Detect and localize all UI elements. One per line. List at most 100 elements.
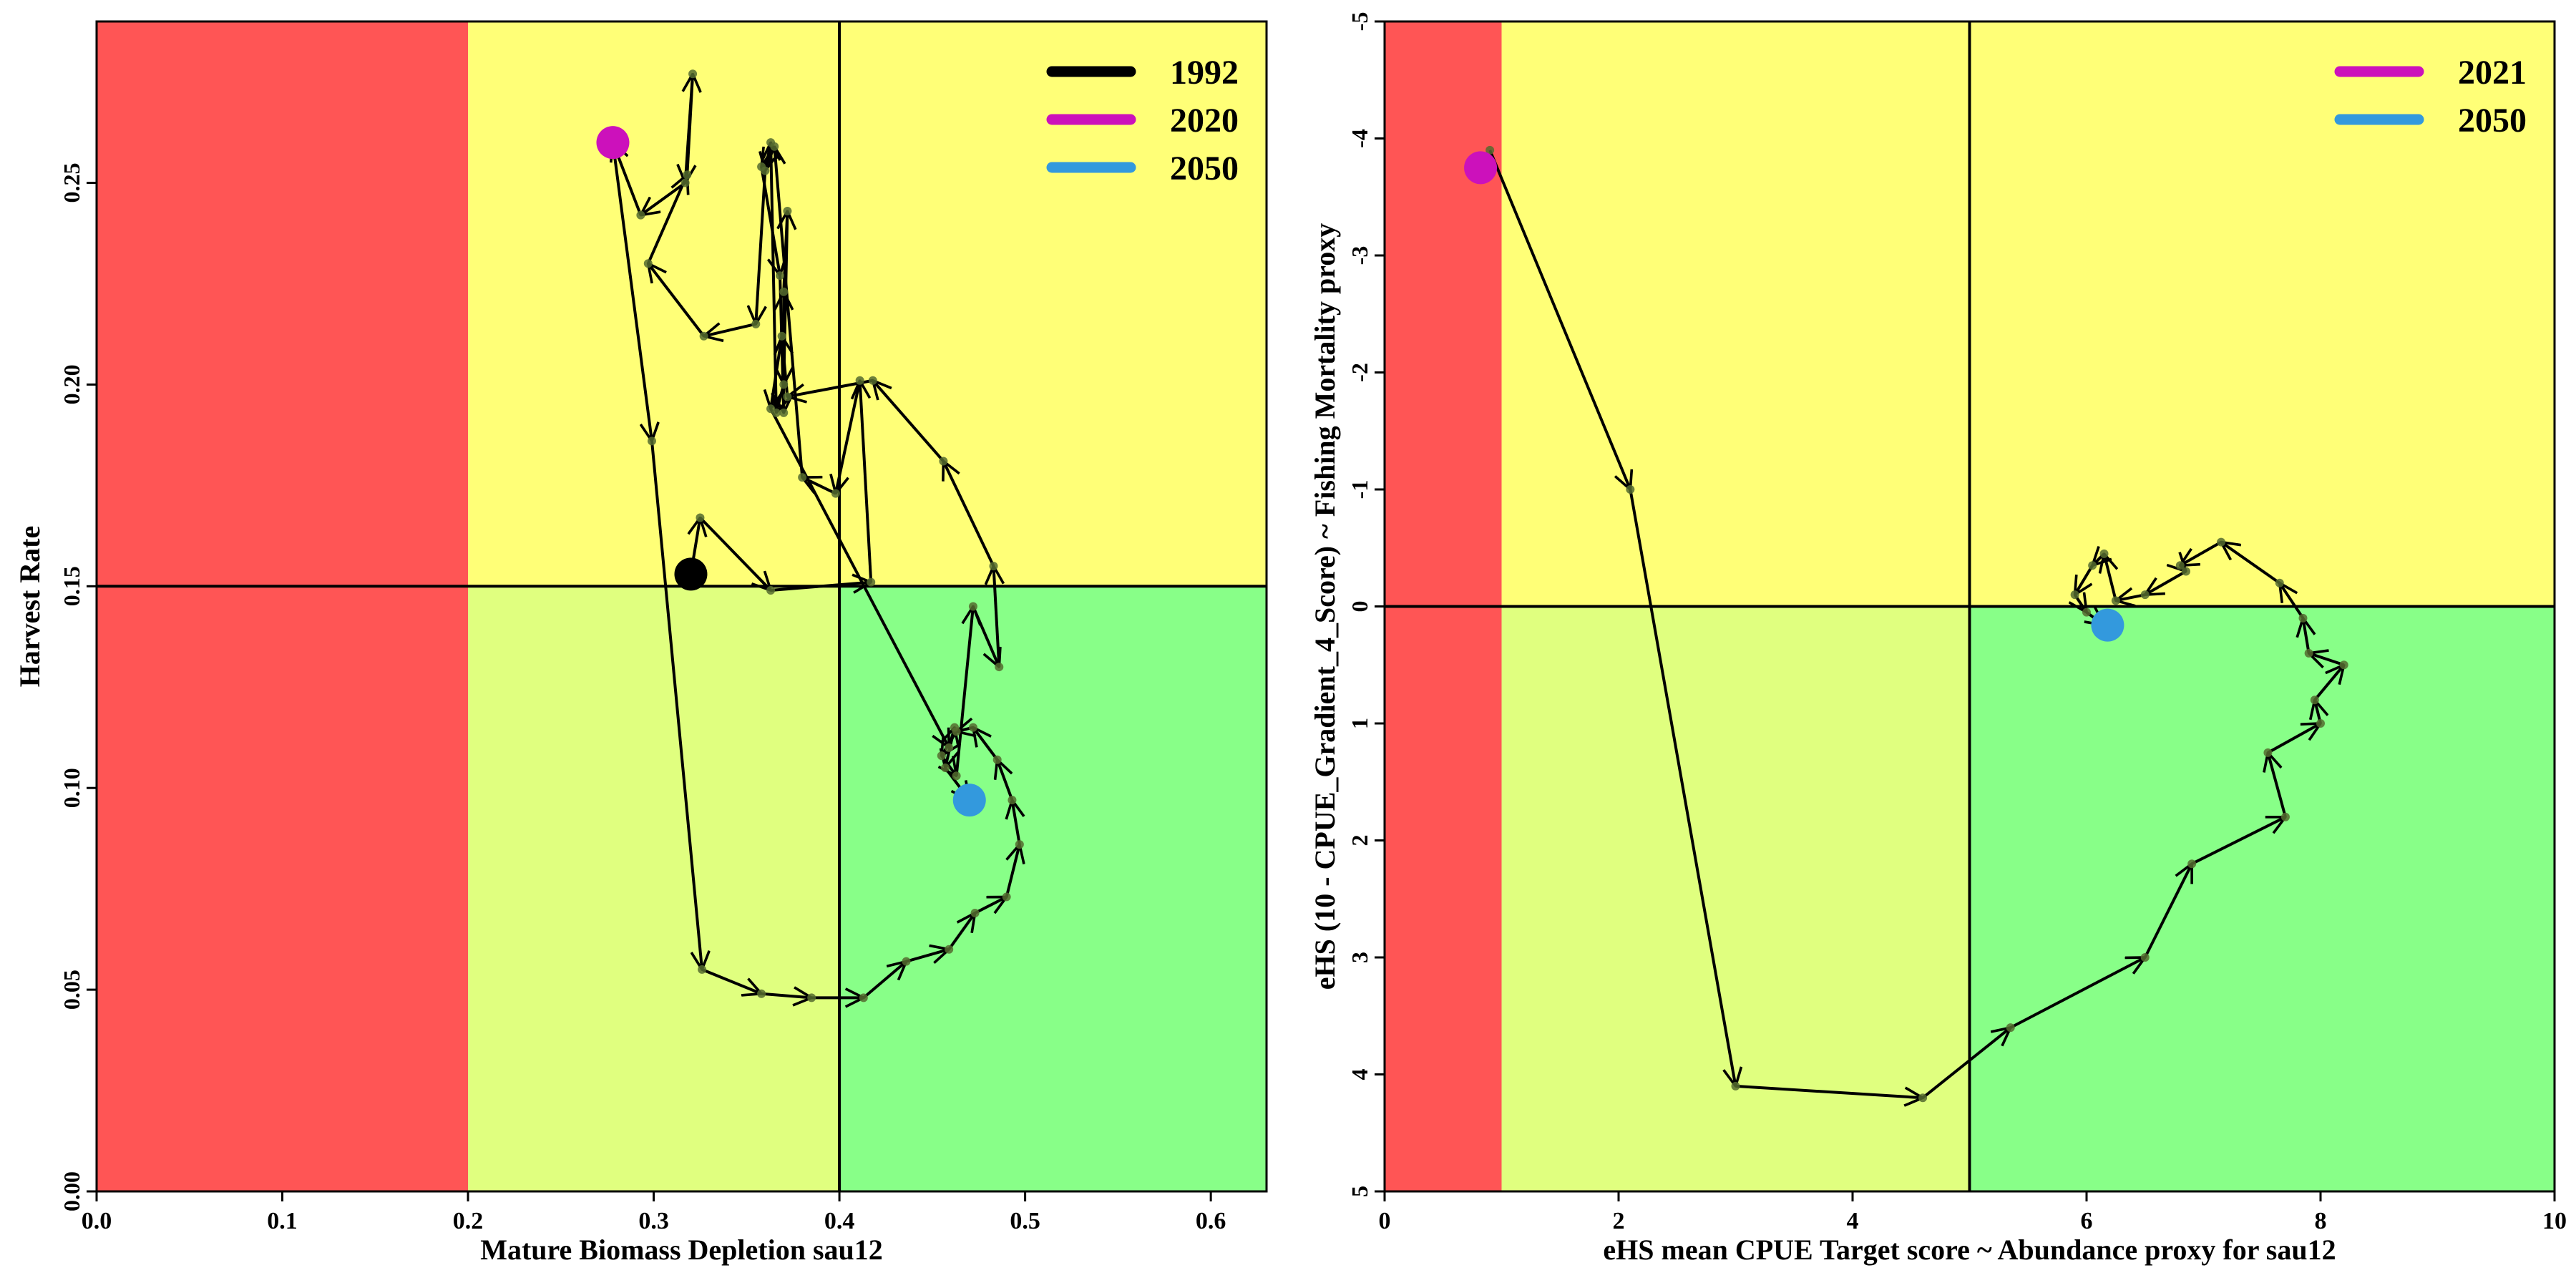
trajectory-arrow bbox=[973, 728, 999, 761]
y-tick-label: 5 bbox=[1347, 1186, 1372, 1197]
y-tick-label: 0.20 bbox=[59, 364, 84, 404]
x-tick-label: 0.2 bbox=[453, 1208, 484, 1234]
trajectory-point bbox=[798, 473, 807, 482]
marker-2050 bbox=[952, 784, 986, 817]
trajectory-arrow bbox=[650, 441, 702, 970]
trajectory-arrow bbox=[769, 408, 949, 748]
trajectory-point bbox=[1008, 796, 1017, 805]
y-tick-label: -1 bbox=[1347, 480, 1372, 499]
trajectory-point bbox=[636, 210, 645, 220]
trajectory-point bbox=[2088, 561, 2097, 570]
trajectory-point bbox=[2111, 596, 2120, 605]
trajectory-arrow bbox=[2309, 653, 2345, 665]
trajectory-arrow bbox=[648, 263, 706, 337]
trajectory-arrow bbox=[2191, 817, 2285, 865]
trajectory-point bbox=[2082, 608, 2091, 617]
x-axis-title: Mature Biomass Depletion sau12 bbox=[480, 1234, 883, 1266]
y-tick-label: -3 bbox=[1347, 246, 1372, 265]
marker-2020 bbox=[596, 126, 630, 160]
x-tick-label: 0 bbox=[1379, 1208, 1391, 1234]
legend-label-2050: 2050 bbox=[2458, 102, 2527, 140]
y-tick-label: -4 bbox=[1347, 129, 1372, 148]
y-tick-label: 0.10 bbox=[59, 768, 84, 808]
y-tick-label: 0.15 bbox=[59, 566, 84, 606]
marker-2050 bbox=[2091, 608, 2124, 642]
trajectory-arrow bbox=[1488, 150, 1630, 489]
trajectory-point bbox=[868, 376, 877, 385]
trajectory-arrow bbox=[770, 582, 871, 590]
trajectory-arrow bbox=[686, 74, 693, 182]
trajectory-arrow bbox=[972, 605, 999, 668]
trajectory-arrow bbox=[947, 913, 975, 950]
trajectory-point bbox=[989, 562, 998, 571]
legend-label-2021: 2021 bbox=[2458, 54, 2527, 92]
trajectory-point bbox=[766, 585, 776, 595]
trajectory-arrow bbox=[2221, 542, 2280, 585]
trajectory-point bbox=[779, 380, 789, 389]
trajectory-point bbox=[783, 206, 792, 215]
trajectory-arrow bbox=[2268, 753, 2287, 818]
trajectory-arrow bbox=[997, 760, 1014, 801]
trajectory-arrow bbox=[704, 324, 756, 336]
trajectory-arrow bbox=[2303, 618, 2308, 654]
trajectory-point bbox=[2263, 748, 2273, 757]
trajectory-arrow bbox=[1735, 1084, 1923, 1098]
trajectory-arrow bbox=[701, 968, 761, 994]
trajectory-point bbox=[937, 751, 946, 761]
trajectory-point bbox=[2316, 719, 2325, 728]
trajectory-arrow bbox=[756, 170, 765, 324]
trajectory-arrow bbox=[994, 566, 1000, 668]
y-tick-label: -5 bbox=[1347, 12, 1372, 31]
trajectory-arrow bbox=[1629, 489, 1735, 1086]
trajectory-point bbox=[2217, 537, 2226, 547]
trajectory-point bbox=[683, 170, 692, 180]
legend-label-1992: 1992 bbox=[1170, 54, 1239, 92]
trajectory-point bbox=[698, 965, 707, 974]
x-tick-label: 0.3 bbox=[638, 1208, 669, 1234]
trajectory-point bbox=[941, 763, 950, 773]
trajectory-point bbox=[688, 69, 698, 79]
zone-rect-0 bbox=[97, 21, 469, 1191]
x-tick-label: 10 bbox=[2542, 1208, 2567, 1234]
trajectory-arrow bbox=[974, 897, 1007, 914]
trajectory-point bbox=[867, 577, 876, 587]
x-tick-label: 0.6 bbox=[1196, 1208, 1226, 1234]
trajectory-point bbox=[1626, 485, 1635, 494]
x-axis-title: eHS mean CPUE Target score ~ Abundance p… bbox=[1603, 1234, 2336, 1266]
trajectory-arrow bbox=[2075, 565, 2094, 595]
trajectory-arrow bbox=[860, 381, 873, 582]
zone-rect-1 bbox=[1501, 21, 2555, 607]
marker-1992 bbox=[674, 557, 708, 591]
trajectory-arrow bbox=[2145, 570, 2187, 595]
trajectory-arrow bbox=[2143, 864, 2192, 958]
trajectory-point bbox=[2070, 590, 2079, 600]
trajectory-point bbox=[945, 945, 954, 954]
y-axis-title: Harvest Rate bbox=[14, 526, 46, 687]
zone-rect-3 bbox=[1969, 606, 2555, 1191]
x-tick-label: 2 bbox=[1613, 1208, 1625, 1234]
trajectory-point bbox=[776, 271, 785, 280]
trajectory-point bbox=[761, 166, 770, 175]
trajectory-point bbox=[680, 178, 690, 187]
trajectory-point bbox=[766, 404, 776, 414]
trajectory-point bbox=[2310, 696, 2319, 705]
y-axis-title: eHS (10 - CPUE_Gradient_4_Score) ~ Fishi… bbox=[1309, 223, 1341, 990]
trajectory-point bbox=[2298, 613, 2308, 623]
x-tick-label: 6 bbox=[2081, 1208, 2093, 1234]
trajectory-arrow bbox=[1012, 800, 1019, 845]
trajectory-point bbox=[783, 392, 792, 401]
y-tick-label: 0 bbox=[1347, 601, 1372, 613]
trajectory-point bbox=[2175, 561, 2185, 570]
trajectory-arrow bbox=[699, 517, 771, 590]
x-tick-label: 0.1 bbox=[267, 1208, 298, 1234]
x-tick-label: 8 bbox=[2315, 1208, 2327, 1234]
trajectory-arrow bbox=[862, 962, 907, 999]
trajectory-point bbox=[2140, 953, 2150, 962]
y-tick-label: 0.25 bbox=[59, 163, 84, 203]
trajectory-arrow bbox=[873, 381, 945, 462]
trajectory-arrow bbox=[646, 175, 688, 265]
y-tick-label: 0.00 bbox=[59, 1171, 84, 1211]
trajectory-arrow bbox=[2009, 957, 2145, 1029]
trajectory-point bbox=[1918, 1093, 1928, 1103]
